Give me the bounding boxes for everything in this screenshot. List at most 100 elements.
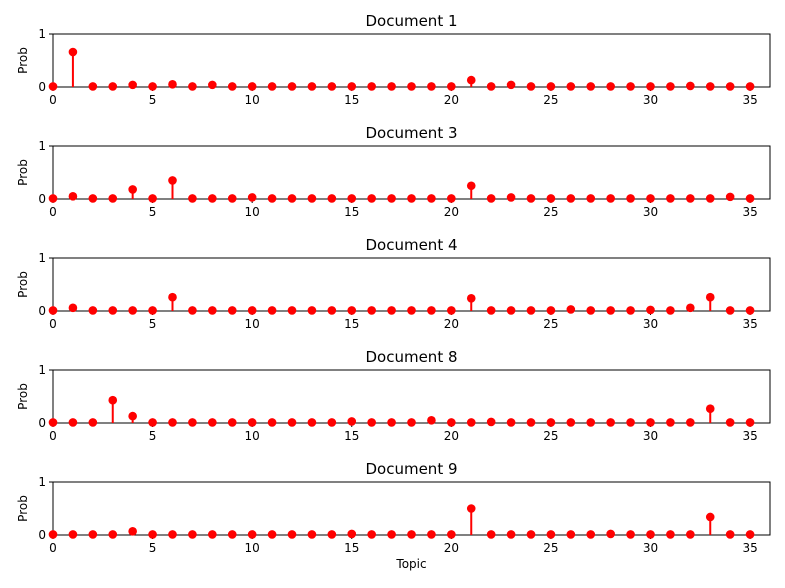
x-tick-label: 5 xyxy=(149,317,157,331)
axes-frame xyxy=(52,33,771,88)
y-tick-label: 0 xyxy=(38,192,46,206)
stem-marker xyxy=(606,418,615,427)
stem-marker xyxy=(725,530,735,539)
y-tick-label: 0 xyxy=(38,80,46,94)
stem-marker xyxy=(725,418,735,427)
stem-marker xyxy=(586,418,596,427)
stem-marker xyxy=(128,411,137,421)
stem-marker xyxy=(227,82,237,91)
stem-marker xyxy=(48,418,58,427)
stem-marker xyxy=(427,306,436,315)
y-axis-label: Prob xyxy=(16,383,30,410)
x-tick-label: 30 xyxy=(643,317,658,331)
stem-marker xyxy=(526,82,536,91)
stem-marker xyxy=(287,82,297,91)
stem-marker xyxy=(506,80,516,90)
stem-marker xyxy=(108,194,118,203)
stem-marker xyxy=(626,418,635,427)
x-tick-label: 25 xyxy=(543,429,558,443)
stem-marker xyxy=(208,306,217,315)
x-tick-label: 35 xyxy=(742,205,757,219)
stem-marker xyxy=(686,303,695,313)
stem-marker xyxy=(606,194,615,203)
stem-marker xyxy=(626,306,635,315)
stem-marker xyxy=(307,306,317,315)
stem-marker xyxy=(48,306,58,315)
x-tick-label: 10 xyxy=(245,205,260,219)
x-tick-label: 5 xyxy=(149,205,157,219)
stem-marker xyxy=(208,194,217,203)
x-tick-label: 10 xyxy=(245,93,260,107)
stem-marker xyxy=(188,418,197,427)
stem-marker xyxy=(327,530,337,539)
stem-marker xyxy=(227,418,237,427)
x-tick-label: 5 xyxy=(149,541,157,555)
stem-marker xyxy=(666,306,675,315)
chart-title: Document 9 xyxy=(365,460,457,478)
stem-marker xyxy=(407,418,416,427)
x-tick-label: 35 xyxy=(742,541,757,555)
stem-marker xyxy=(427,416,436,425)
y-tick-label: 0 xyxy=(38,528,46,542)
chart-title: Document 1 xyxy=(365,12,457,30)
chart-title: Document 3 xyxy=(365,124,457,142)
stem-marker xyxy=(227,194,237,203)
x-tick-label: 0 xyxy=(49,429,57,443)
stem-marker xyxy=(686,81,695,91)
axes-frame xyxy=(52,257,771,312)
stem-marker xyxy=(267,194,277,203)
x-tick-label: 0 xyxy=(49,317,57,331)
stem-marker xyxy=(586,82,596,91)
stem-marker xyxy=(347,306,357,315)
stem-marker xyxy=(427,82,436,91)
x-tick-label: 20 xyxy=(444,317,459,331)
stem-marker xyxy=(287,530,297,539)
stem-marker xyxy=(168,418,177,427)
y-tick-label: 1 xyxy=(38,139,46,153)
stem-marker xyxy=(208,418,217,427)
stem-marker xyxy=(745,194,755,203)
stem-marker xyxy=(188,194,197,203)
y-axis-label: Prob xyxy=(16,271,30,298)
stem-marker xyxy=(267,306,277,315)
stem-marker xyxy=(108,395,118,405)
stem-marker xyxy=(725,192,735,202)
x-tick-label: 5 xyxy=(149,93,157,107)
stem-marker xyxy=(486,530,496,539)
stem-marker xyxy=(208,530,217,539)
stem-marker xyxy=(686,418,695,427)
stem-marker xyxy=(108,82,118,91)
x-tick-label: 20 xyxy=(444,541,459,555)
stem-marker xyxy=(646,194,655,203)
stem-marker xyxy=(148,418,157,427)
y-tick-label: 1 xyxy=(38,475,46,489)
stem-marker xyxy=(566,530,576,539)
stem-marker xyxy=(168,292,177,302)
stem-marker xyxy=(506,418,516,427)
stem-marker xyxy=(327,194,337,203)
stem-marker xyxy=(68,192,78,201)
stem-marker xyxy=(447,418,456,427)
stem-marker xyxy=(387,194,396,203)
stem-marker xyxy=(526,306,536,315)
axes-frame xyxy=(52,369,771,424)
stem-marker xyxy=(148,306,157,315)
stem-marker xyxy=(168,530,177,539)
stem-marker xyxy=(466,293,476,303)
stem-marker xyxy=(745,82,755,91)
stem-marker xyxy=(307,82,317,91)
stem-marker xyxy=(466,504,476,513)
x-tick-label: 30 xyxy=(643,93,658,107)
stem-marker xyxy=(447,530,456,539)
stem-marker xyxy=(526,418,536,427)
stem-marker xyxy=(68,530,78,539)
stem-marker xyxy=(546,306,556,315)
stem-marker xyxy=(247,82,257,91)
stem-marker xyxy=(407,194,416,203)
x-tick-label: 15 xyxy=(344,541,359,555)
stem-marker xyxy=(725,306,735,315)
stem-marker xyxy=(387,82,396,91)
